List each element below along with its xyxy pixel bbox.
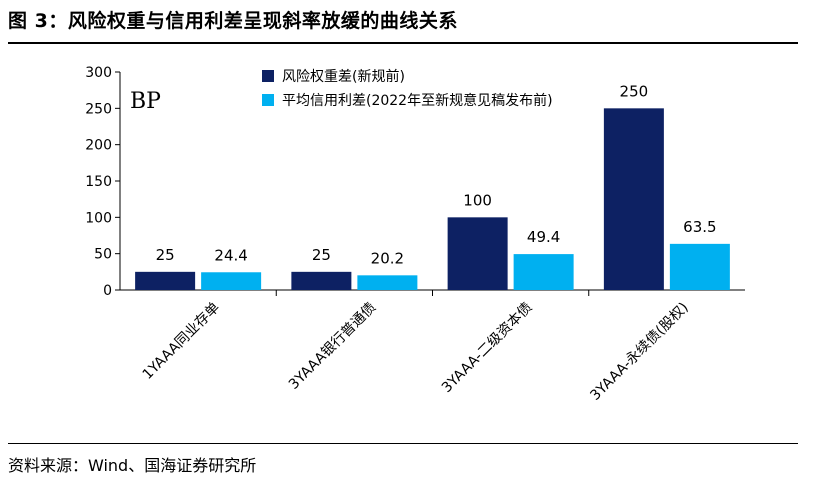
legend: 风险权重差(新规前) 平均信用利差(2022年至新规意见稿发布前) [262, 68, 553, 109]
data-label: 49.4 [527, 228, 560, 246]
bar-risk-weight [603, 108, 664, 290]
bar-risk-weight [135, 271, 196, 290]
bar-risk-weight [291, 271, 352, 290]
category-label: 3YAAA-二级资本债 [439, 300, 536, 397]
y-tick-label: 0 [103, 283, 112, 299]
y-tick-label: 50 [94, 247, 112, 263]
data-label: 250 [620, 82, 649, 100]
category-labels: 1YAAA同业存单 3YAAA银行普通债 3YAAA-二级资本债 3YAAA-永续债(… [140, 299, 692, 404]
legend-entry: 风险权重差(新规前) [282, 68, 405, 85]
bar-credit-spread [201, 272, 262, 290]
y-tick-label: 300 [85, 65, 112, 81]
y-tick-label: 200 [85, 138, 112, 154]
data-label: 20.2 [371, 249, 404, 267]
bars [135, 108, 730, 290]
data-label: 100 [463, 191, 492, 209]
source-note: 资料来源：Wind、国海证券研究所 [8, 456, 257, 475]
category-label: 3YAAA银行普通债 [286, 300, 379, 393]
bar-credit-spread [669, 243, 730, 290]
data-label: 25 [312, 246, 331, 264]
y-axis-ticks: 0 50 100 150 200 250 300 [85, 65, 120, 299]
legend-entry: 平均信用利差(2022年至新规意见稿发布前) [282, 92, 553, 109]
y-tick-label: 250 [85, 101, 112, 117]
bar-credit-spread [357, 275, 418, 290]
y-tick-label: 150 [85, 174, 112, 190]
legend-swatch [262, 70, 274, 82]
category-label: 3YAAA-永续债(股权) [587, 299, 692, 404]
source-divider [8, 443, 798, 444]
legend-swatch [262, 94, 274, 106]
figure-title: 图 3：风险权重与信用利差呈现斜率放缓的曲线关系 [8, 10, 458, 32]
category-label: 1YAAA同业存单 [140, 300, 223, 383]
data-label: 25 [156, 246, 175, 264]
data-label: 63.5 [683, 218, 716, 236]
bar-risk-weight [447, 217, 508, 290]
bar-credit-spread [513, 254, 574, 290]
title-divider [8, 42, 798, 44]
unit-label: BP [130, 89, 161, 114]
data-labels: 25 24.4 25 20.2 100 49.4 250 63.5 [156, 82, 717, 267]
data-label: 24.4 [214, 246, 247, 264]
y-tick-label: 100 [85, 210, 112, 226]
